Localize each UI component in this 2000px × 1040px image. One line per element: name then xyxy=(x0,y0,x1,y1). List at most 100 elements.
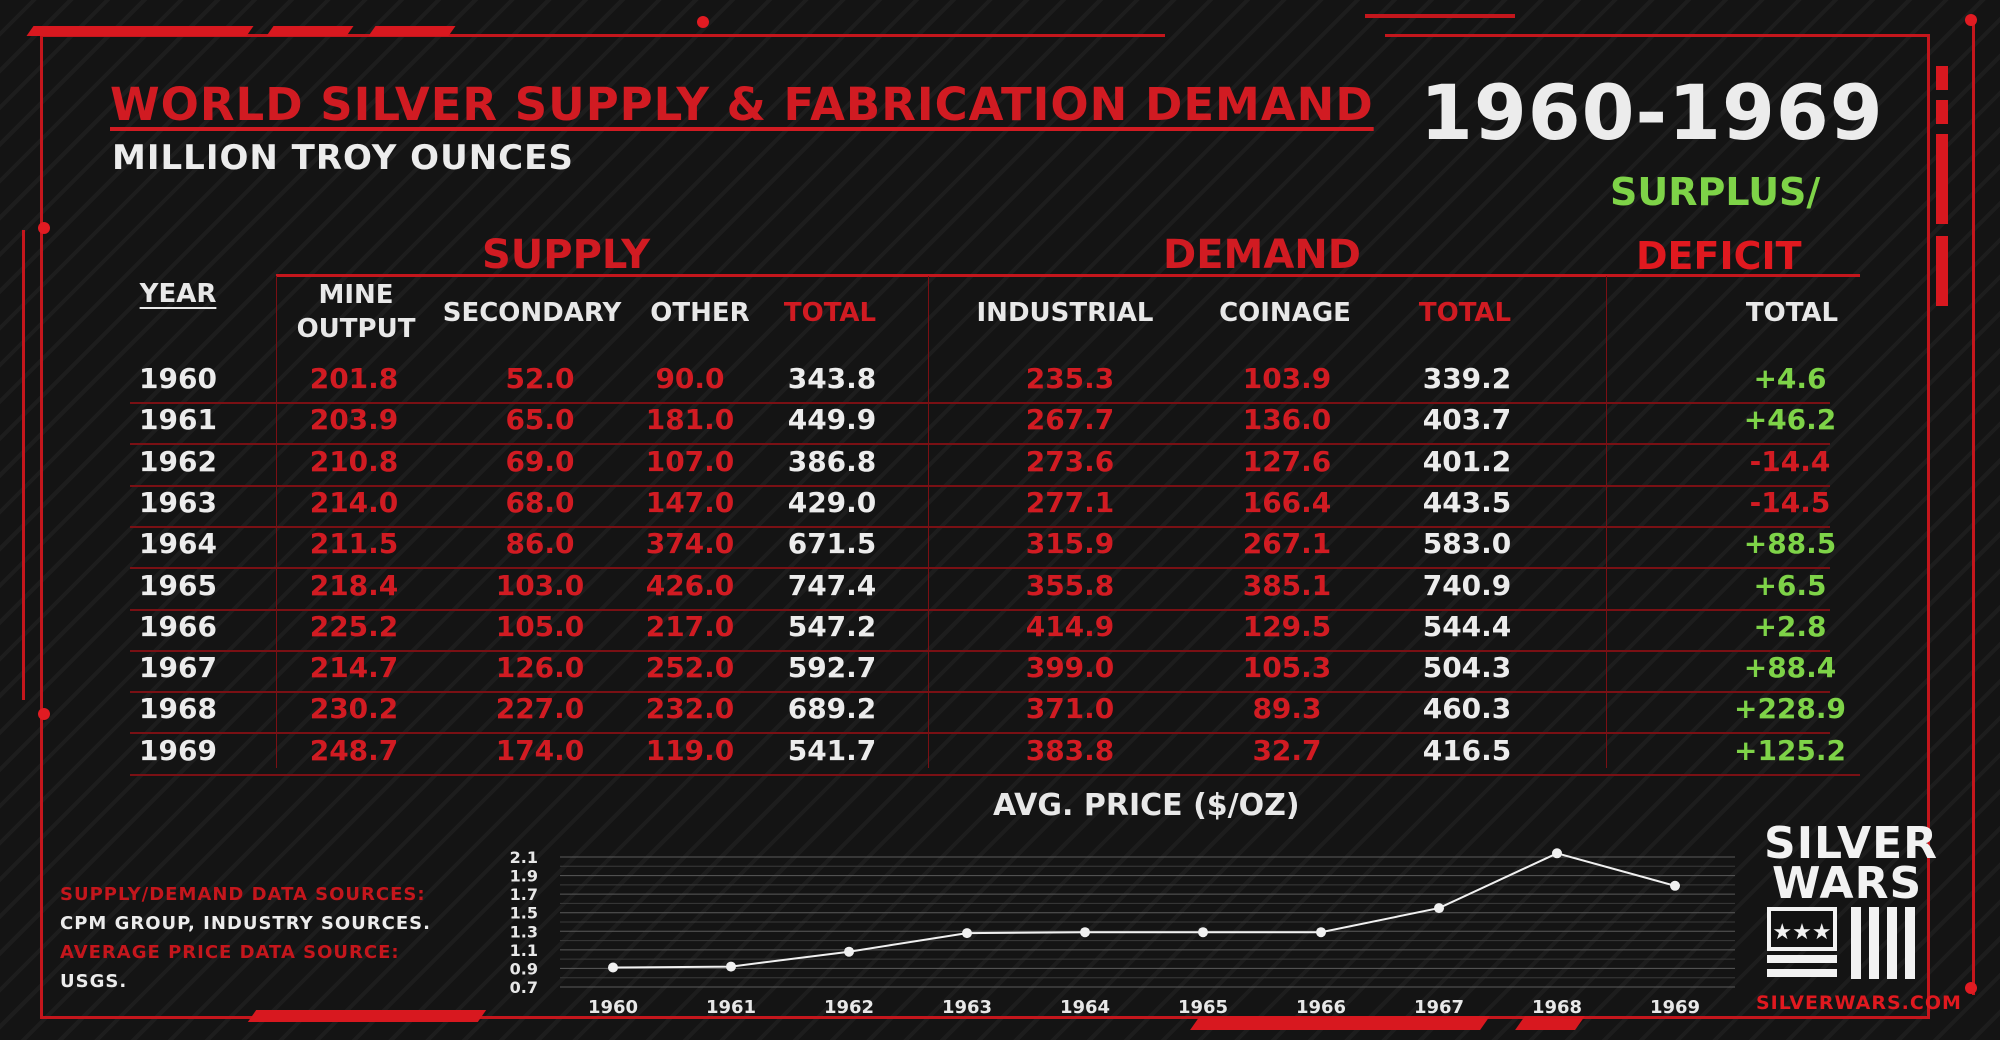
cell-secondary: 52.0 xyxy=(505,362,575,395)
supply-demand-source-value: CPM GROUP, INDUSTRY SOURCES. xyxy=(60,913,431,934)
price-source-value: USGS. xyxy=(60,971,128,992)
price-point xyxy=(1552,848,1562,859)
svg-text:★★★: ★★★ xyxy=(1772,920,1831,945)
cell-demand-total: 460.3 xyxy=(1422,692,1512,726)
cell-supply-total: 689.2 xyxy=(787,692,877,726)
cell-other: 107.0 xyxy=(645,444,735,478)
year-range-heading: 1960-1969 xyxy=(1420,68,1884,157)
column-header-mine-line1: MINE xyxy=(318,280,394,310)
cell-industrial: 277.1 xyxy=(1025,485,1115,519)
frame-right-outer xyxy=(1972,20,1975,995)
cell-industrial: 414.9 xyxy=(1025,609,1115,643)
cell-mine-output: 214.0 xyxy=(309,485,399,519)
stripe-decoration-vertical xyxy=(1936,236,1948,306)
cell-mine-output: 248.7 xyxy=(309,733,399,767)
frame-left-outer xyxy=(22,230,25,700)
cell-mine-output: 203.9 xyxy=(309,403,399,437)
x-tick-label: 1969 xyxy=(1650,997,1700,1018)
units-subtitle: MILLION TROY OUNCES xyxy=(112,138,574,178)
row-separator xyxy=(130,567,1830,570)
surplus-label: SURPLUS/ xyxy=(1610,170,1821,214)
cell-coinage: 127.6 xyxy=(1242,444,1332,478)
cell-mine-output: 214.7 xyxy=(309,651,399,685)
cell-net-total: +46.2 xyxy=(1743,403,1837,437)
column-header-supply-total: TOTAL xyxy=(783,298,877,328)
frame-top-right-line xyxy=(1385,34,1930,37)
price-point xyxy=(608,962,618,973)
stripe-decoration-vertical xyxy=(1936,66,1948,90)
column-header-other: OTHER xyxy=(650,298,750,328)
cell-secondary: 68.0 xyxy=(505,485,575,519)
table-divider xyxy=(276,276,277,768)
cell-demand-total: 504.3 xyxy=(1422,651,1512,685)
cell-industrial: 399.0 xyxy=(1025,651,1115,685)
cell-supply-total: 592.7 xyxy=(787,651,877,685)
price-point xyxy=(844,946,854,957)
cell-industrial: 235.3 xyxy=(1025,362,1115,395)
cell-supply-total: 429.0 xyxy=(787,485,877,519)
price-point xyxy=(1198,927,1208,938)
cell-coinage: 267.1 xyxy=(1242,527,1332,561)
cell-net-total: -14.5 xyxy=(1749,485,1831,519)
supply-demand-source-label: SUPPLY/DEMAND DATA SOURCES: xyxy=(60,884,426,905)
row-separator xyxy=(130,484,1830,487)
cell-secondary: 103.0 xyxy=(495,568,585,602)
row-separator xyxy=(130,691,1830,694)
cell-demand-total: 339.2 xyxy=(1422,362,1512,395)
x-tick-label: 1962 xyxy=(824,997,874,1018)
cell-mine-output: 230.2 xyxy=(309,692,399,726)
y-tick-label: 2.1 xyxy=(510,848,538,867)
cell-net-total: +125.2 xyxy=(1733,733,1847,767)
x-tick-label: 1964 xyxy=(1060,997,1110,1018)
cell-industrial: 383.8 xyxy=(1025,733,1115,767)
row-separator xyxy=(130,608,1830,611)
cell-secondary: 105.0 xyxy=(495,609,585,643)
logo-text-silver: SILVER xyxy=(1764,818,1939,869)
frame-dot xyxy=(1965,14,1977,26)
stripe-decoration-vertical xyxy=(1936,134,1948,224)
frame-dot xyxy=(38,222,50,234)
x-tick-label: 1963 xyxy=(942,997,992,1018)
row-separator xyxy=(130,732,1830,735)
data-sources: SUPPLY/DEMAND DATA SOURCES: CPM GROUP, I… xyxy=(60,880,431,996)
cell-industrial: 355.8 xyxy=(1025,568,1115,602)
cell-demand-total: 403.7 xyxy=(1422,403,1512,437)
y-tick-label: 1.9 xyxy=(510,867,538,886)
cell-industrial: 371.0 xyxy=(1025,692,1115,726)
cell-year: 1967 xyxy=(139,651,217,685)
stripe-decoration-vertical xyxy=(1936,100,1948,124)
cell-coinage: 105.3 xyxy=(1242,651,1332,685)
row-separator xyxy=(130,525,1830,528)
cell-mine-output: 201.8 xyxy=(309,362,399,395)
frame-right-line xyxy=(1927,34,1930,1019)
row-separator xyxy=(130,402,1830,404)
cell-industrial: 267.7 xyxy=(1025,403,1115,437)
chart-title: WORLD SILVER SUPPLY & FABRICATION DEMAND xyxy=(110,78,1374,131)
cell-net-total: +4.6 xyxy=(1753,362,1827,395)
cell-supply-total: 671.5 xyxy=(787,527,877,561)
cell-year: 1962 xyxy=(139,444,217,478)
cell-supply-total: 343.8 xyxy=(787,362,877,395)
cell-demand-total: 740.9 xyxy=(1422,568,1512,602)
cell-supply-total: 386.8 xyxy=(787,444,877,478)
cell-other: 252.0 xyxy=(645,651,735,685)
cell-year: 1960 xyxy=(139,362,217,395)
cell-coinage: 89.3 xyxy=(1252,692,1322,726)
price-chart-title: AVG. PRICE ($/OZ) xyxy=(993,788,1300,823)
cell-coinage: 385.1 xyxy=(1242,568,1332,602)
cell-net-total: +88.5 xyxy=(1743,527,1837,561)
frame-top-deco xyxy=(1365,14,1515,18)
y-tick-label: 0.7 xyxy=(510,978,538,997)
cell-net-total: +6.5 xyxy=(1753,568,1827,602)
cell-coinage: 103.9 xyxy=(1242,362,1332,395)
cell-coinage: 136.0 xyxy=(1242,403,1332,437)
y-tick-label: 1.1 xyxy=(510,941,538,960)
price-series-line xyxy=(612,852,1676,969)
cell-coinage: 129.5 xyxy=(1242,609,1332,643)
price-point xyxy=(726,961,736,972)
demand-group-heading: DEMAND xyxy=(1163,232,1361,278)
cell-supply-total: 747.4 xyxy=(787,568,877,602)
y-tick-label: 1.7 xyxy=(510,885,538,904)
cell-other: 147.0 xyxy=(645,485,735,519)
